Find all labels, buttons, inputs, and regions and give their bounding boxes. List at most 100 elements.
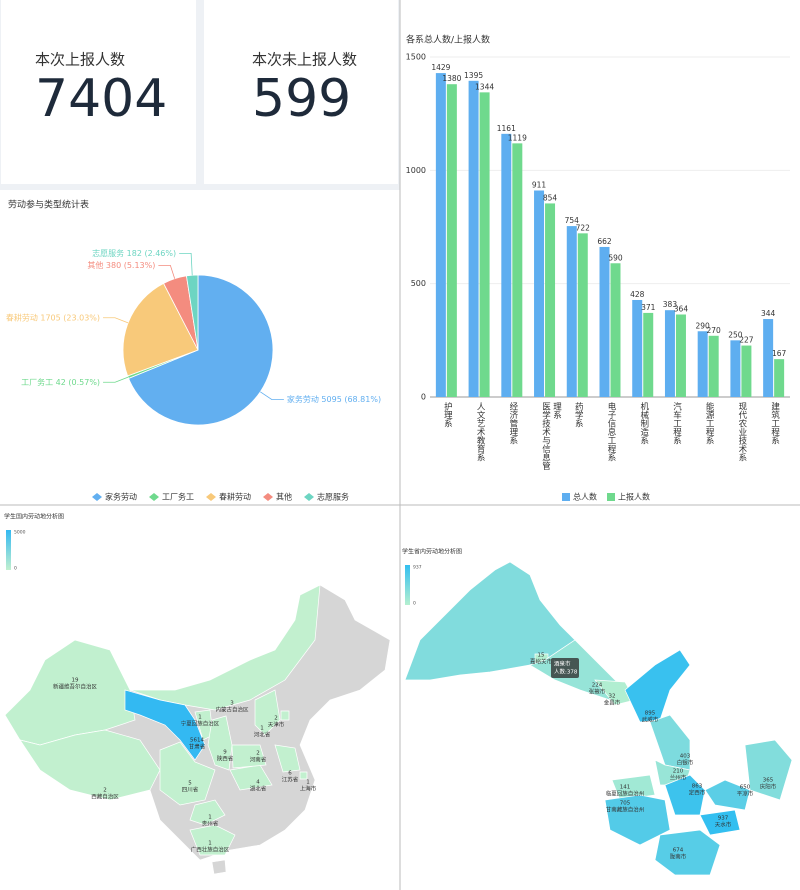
map-region-label: 平凉市	[737, 790, 754, 798]
map-region-label: 河北省	[254, 731, 271, 739]
map-region-label: 兰州市	[670, 774, 687, 782]
map-value-label: 4	[256, 780, 260, 786]
pie-label: 工厂务工 42 (0.57%)	[21, 377, 100, 387]
pie-label: 春耕劳动 1705 (23.03%)	[6, 312, 100, 322]
bar	[610, 263, 621, 397]
map-value-label: 1	[198, 715, 202, 721]
map-region-label: 新疆维吾尔自治区	[53, 683, 98, 691]
map-value-label: 2	[256, 751, 260, 757]
legend-label: 工厂务工	[162, 492, 194, 502]
pie-leader	[158, 264, 176, 279]
bar	[512, 143, 523, 397]
x-tick-label: 建筑工程系	[769, 402, 780, 445]
map-region	[699, 809, 741, 836]
pie-label: 家务劳动 5095 (68.81%)	[287, 394, 381, 404]
bar-value-label: 722	[576, 223, 591, 232]
stat-label: 本次未上报人数	[252, 51, 357, 69]
legend-icon	[562, 493, 570, 501]
map-region-label: 内蒙古自治区	[215, 706, 249, 714]
x-tick-label: 现代农业技术系	[736, 402, 747, 462]
map-value-label: 3	[230, 701, 234, 707]
map-region-label: 庆阳市	[760, 783, 777, 791]
tooltip-title: 酒泉市	[554, 660, 571, 668]
bar-value-label: 250	[728, 330, 743, 339]
map-region	[189, 799, 226, 826]
pie-leader	[260, 391, 284, 400]
map-value-label: 1	[208, 841, 212, 847]
pie-label: 其他 380 (5.13%)	[87, 260, 155, 270]
map-region-label: 嘉峪关市	[530, 658, 553, 666]
bar-value-label: 1119	[508, 133, 527, 142]
bar-value-label: 662	[597, 237, 612, 246]
y-tick-label: 1000	[406, 166, 426, 175]
stat-value: 599	[252, 69, 351, 129]
stat-card	[204, 0, 398, 184]
bar-value-label: 371	[641, 303, 656, 312]
bar	[446, 84, 457, 397]
chart-title: 劳动参与类型统计表	[8, 199, 89, 211]
map-value-label: 365	[763, 778, 774, 784]
bar-value-label: 227	[739, 336, 754, 345]
map-value-label: 6	[288, 771, 292, 777]
map-region-label: 陕西省	[217, 755, 234, 763]
bar	[577, 233, 588, 397]
x-tick-label: 机械制造系	[638, 402, 649, 445]
map-region	[664, 774, 706, 816]
legend-icon	[263, 493, 273, 501]
map-region-label: 贵州省	[202, 820, 219, 828]
map-value-label: 895	[645, 711, 656, 717]
bar-value-label: 1395	[464, 71, 483, 80]
map-region	[231, 744, 267, 769]
map-region	[624, 649, 691, 723]
map-value-label: 141	[620, 785, 631, 791]
legend-icon	[92, 493, 102, 501]
bar-value-label: 364	[674, 304, 689, 313]
visual-map-max: 937	[413, 565, 422, 571]
legend-icon	[607, 493, 615, 501]
map-region	[280, 710, 290, 721]
map-region-label: 临夏回族自治州	[606, 790, 645, 798]
bar-value-label: 1380	[442, 74, 461, 83]
bar	[741, 345, 752, 397]
bar	[774, 359, 785, 397]
visual-map-bar	[405, 565, 410, 605]
map-region	[129, 584, 321, 711]
map-value-label: 9	[223, 750, 227, 756]
bar	[675, 314, 686, 397]
pie-leader	[103, 317, 129, 324]
map-background	[211, 859, 227, 875]
map-region	[299, 771, 308, 780]
map-region	[404, 561, 576, 681]
map-region-label: 西藏自治区	[91, 793, 119, 801]
map-region	[654, 829, 721, 876]
map-value-label: 674	[673, 848, 684, 854]
bar	[545, 203, 556, 397]
bar	[643, 312, 654, 397]
x-tick-label: 经济管理系	[507, 402, 518, 445]
chart-title: 学生国内劳动地分析图	[4, 513, 64, 521]
bar	[632, 299, 643, 397]
legend-icon	[304, 493, 314, 501]
map-region	[207, 715, 233, 771]
map-value-label: 1	[208, 815, 212, 821]
map-region	[159, 741, 216, 806]
map-region-label: 天水市	[715, 821, 732, 829]
tooltip-label: 人数:378	[554, 668, 578, 676]
pie-leader	[103, 376, 129, 383]
map-region-label: 上海市	[300, 785, 317, 793]
map-region-label: 张掖市	[589, 688, 606, 696]
map-value-label: 224	[592, 683, 603, 689]
x-tick-label: 人文艺术教育系	[475, 402, 486, 462]
visual-map-min: 0	[413, 601, 416, 607]
chart-title: 学生省内劳动地分析图	[402, 548, 462, 556]
x-tick-label: 医学技术与信息管理系	[540, 402, 562, 470]
visual-map-bar	[6, 530, 11, 570]
bar	[501, 133, 512, 397]
legend-label: 志愿服务	[317, 492, 349, 502]
map-value-label: 5	[188, 781, 192, 787]
map-region-label: 天津市	[268, 721, 285, 729]
bar	[730, 340, 741, 397]
bar-value-label: 590	[608, 253, 623, 262]
map-value-label: 863	[692, 784, 703, 790]
